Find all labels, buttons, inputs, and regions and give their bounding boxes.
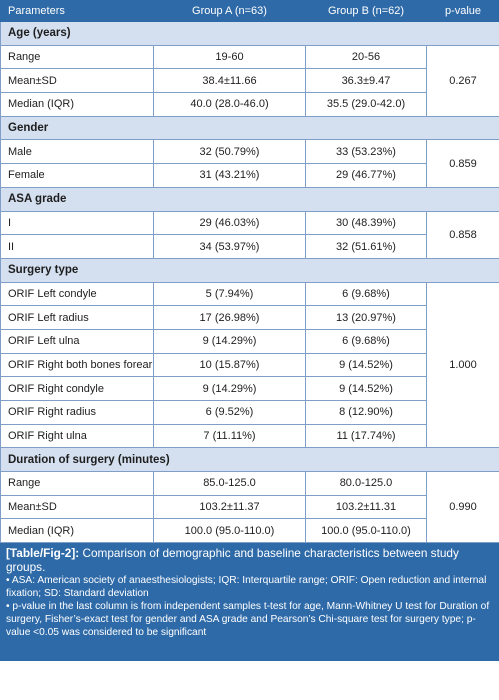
row-label: ORIF Right condyle <box>0 376 154 401</box>
row-label: Range <box>0 44 154 70</box>
group-b-value: 11 (17.74%) <box>305 423 427 449</box>
row-label: Median (IQR) <box>0 92 154 117</box>
table-row: Median (IQR) 40.0 (28.0-46.0) 35.5 (29.0-4… <box>0 92 499 117</box>
group-a-value: 31 (43.21%) <box>153 163 306 188</box>
group-b-value: 32 (51.61%) <box>305 234 427 259</box>
group-a-value: 85.0-125.0 <box>153 471 306 496</box>
group-b-value: 33 (53.23%) <box>305 139 427 165</box>
group-b-value: 6 (9.68%) <box>305 281 427 307</box>
row-label: ORIF Right both bones forearm <box>0 352 154 378</box>
header-group-b: Group B (n=62) <box>305 0 427 22</box>
group-a-value: 9 (14.29%) <box>153 376 306 401</box>
table-body: Age (years) Range 19-60 20-56 0.267 Mean±SD 38… <box>0 21 499 544</box>
p-value: 1.000 <box>426 281 499 449</box>
table-row: ORIF Right condyle 9 (14.29%) 9 (14.52%) <box>0 376 499 401</box>
table-row: I 29 (46.03%) 30 (48.39%) 0.858 <box>0 210 499 259</box>
row-label: Range <box>0 471 154 496</box>
group-a-value: 17 (26.98%) <box>153 305 306 330</box>
p-value: 0.267 <box>426 44 499 117</box>
row-label: ORIF Left condyle <box>0 281 154 307</box>
table-row: ORIF Left condyle 5 (7.94%) 6 (9.68%) 1.000 <box>0 281 499 449</box>
row-label: Mean±SD <box>0 68 154 94</box>
group-a-value: 5 (7.94%) <box>153 281 306 307</box>
row-label: ORIF Right ulna <box>0 423 154 449</box>
p-value: 0.990 <box>426 471 499 544</box>
group-b-value: 29 (46.77%) <box>305 163 427 188</box>
row-label: II <box>0 234 154 259</box>
section-row: Surgery type <box>0 257 499 283</box>
group-b-value: 13 (20.97%) <box>305 305 427 330</box>
table-row: II 34 (53.97%) 32 (51.61%) <box>0 234 499 259</box>
row-label: Male <box>0 139 154 165</box>
caption-title-text: Comparison of demographic and baseline c… <box>6 546 459 575</box>
table-row: ORIF Left radius 17 (26.98%) 13 (20.97%) <box>0 305 499 330</box>
group-a-value: 103.2±11.37 <box>153 494 306 520</box>
group-a-value: 9 (14.29%) <box>153 328 306 354</box>
caption-ref: [Table/Fig-2]: <box>6 546 80 561</box>
group-b-value: 20-56 <box>305 44 427 70</box>
group-a-value: 7 (11.11%) <box>153 423 306 449</box>
table-header: Parameters Group A (n=63) Group B (n=62)… <box>0 0 499 22</box>
table-row: Range 19-60 20-56 0.267 <box>0 44 499 117</box>
row-label: Median (IQR) <box>0 518 154 544</box>
table-row: ORIF Right both bones forearm 10 (15.87%)… <box>0 352 499 378</box>
table-row: ORIF Right ulna 7 (11.11%) 11 (17.74%) <box>0 423 499 449</box>
section-row: Gender <box>0 115 499 141</box>
group-a-value: 29 (46.03%) <box>153 210 306 236</box>
row-label: ORIF Left ulna <box>0 328 154 354</box>
section-title: Gender <box>0 115 499 141</box>
caption-title: [Table/Fig-2]: Comparison of demographic… <box>6 546 493 574</box>
group-a-value: 19-60 <box>153 44 306 70</box>
group-b-value: 35.5 (29.0-42.0) <box>305 92 427 117</box>
group-a-value: 38.4±11.66 <box>153 68 306 94</box>
header-group-a: Group A (n=63) <box>153 0 306 22</box>
header-parameters: Parameters <box>0 0 154 22</box>
group-a-value: 34 (53.97%) <box>153 234 306 259</box>
table-row: ORIF Left ulna 9 (14.29%) 6 (9.68%) <box>0 328 499 354</box>
section-title: ASA grade <box>0 186 499 212</box>
caption-note-statistics: • p-value in the last column is from ind… <box>6 601 490 638</box>
row-label: ORIF Right radius <box>0 400 154 425</box>
group-b-value: 9 (14.52%) <box>305 352 427 378</box>
table-row: Mean±SD 38.4±11.66 36.3±9.47 <box>0 68 499 94</box>
group-b-value: 100.0 (95.0-110.0) <box>305 518 427 544</box>
header-p-value: p-value <box>426 0 499 22</box>
section-row: Duration of surgery (minutes) <box>0 447 499 473</box>
group-a-value: 10 (15.87%) <box>153 352 306 378</box>
table-row: ORIF Right radius 6 (9.52%) 8 (12.90%) <box>0 400 499 425</box>
row-label: ORIF Left radius <box>0 305 154 330</box>
row-label: Mean±SD <box>0 494 154 520</box>
section-title: Surgery type <box>0 257 499 283</box>
group-a-value: 100.0 (95.0-110.0) <box>153 518 306 544</box>
group-b-value: 6 (9.68%) <box>305 328 427 354</box>
group-b-value: 30 (48.39%) <box>305 210 427 236</box>
results-table: Parameters Group A (n=63) Group B (n=62)… <box>0 0 499 544</box>
row-label: Female <box>0 163 154 188</box>
section-row: ASA grade <box>0 186 499 212</box>
group-a-value: 32 (50.79%) <box>153 139 306 165</box>
p-value: 0.858 <box>426 210 499 259</box>
table-row: Mean±SD 103.2±11.37 103.2±11.31 <box>0 494 499 520</box>
table-row: Range 85.0-125.0 80.0-125.0 0.990 <box>0 471 499 544</box>
p-value: 0.859 <box>426 139 499 188</box>
table-caption: [Table/Fig-2]: Comparison of demographic… <box>0 543 499 662</box>
group-b-value: 103.2±11.31 <box>305 494 427 520</box>
group-b-value: 8 (12.90%) <box>305 400 427 425</box>
group-b-value: 80.0-125.0 <box>305 471 427 496</box>
group-a-value: 6 (9.52%) <box>153 400 306 425</box>
section-title: Duration of surgery (minutes) <box>0 447 499 473</box>
row-label: I <box>0 210 154 236</box>
caption-note-abbreviations: • ASA: American society of anaesthesiolo… <box>6 575 487 599</box>
table-row: Male 32 (50.79%) 33 (53.23%) 0.859 <box>0 139 499 188</box>
group-b-value: 36.3±9.47 <box>305 68 427 94</box>
table-row: Median (IQR) 100.0 (95.0-110.0) 100.0 (95.… <box>0 518 499 544</box>
group-b-value: 9 (14.52%) <box>305 376 427 401</box>
group-a-value: 40.0 (28.0-46.0) <box>153 92 306 117</box>
table-row: Female 31 (43.21%) 29 (46.77%) <box>0 163 499 188</box>
section-row: Age (years) <box>0 21 499 46</box>
section-title: Age (years) <box>0 21 499 46</box>
